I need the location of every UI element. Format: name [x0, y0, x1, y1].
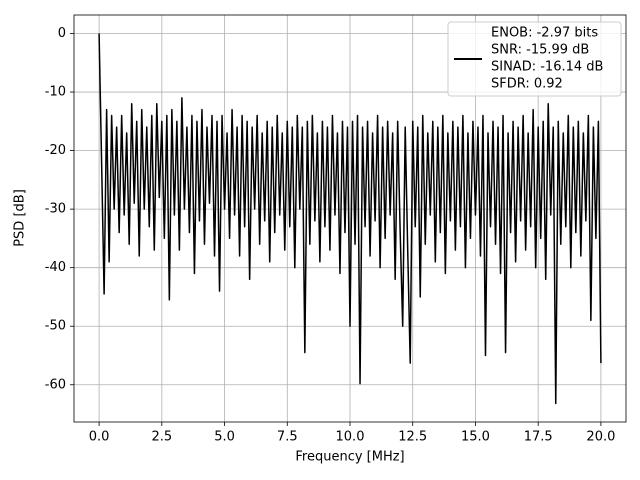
x-tick-label: 12.5: [398, 430, 427, 445]
y-tick-label: -30: [45, 202, 66, 217]
y-tick-label: -40: [45, 260, 66, 275]
x-tick-label: 5.0: [214, 430, 235, 445]
x-tick-label: 0.0: [89, 430, 110, 445]
y-tick-label: -10: [45, 85, 66, 100]
legend-label: ENOB: -2.97 bits: [491, 26, 598, 41]
legend-box: [447, 21, 622, 97]
y-tick-label: -20: [45, 143, 66, 158]
x-tick-label: 7.5: [277, 430, 298, 445]
x-tick-label: 20.0: [586, 430, 615, 445]
y-tick-label: -50: [45, 319, 66, 334]
legend: ENOB: -2.97 bits SNR: -15.99 dB SINAD: -16…: [447, 21, 622, 97]
x-tick-label: 17.5: [524, 430, 553, 445]
y-tick-label: 0: [58, 26, 66, 41]
y-axis-label: PSD [dB]: [13, 189, 28, 247]
x-tick-label: 15.0: [461, 430, 490, 445]
x-tick-label: 10.0: [336, 430, 365, 445]
x-axis-label: Frequency [MHz]: [295, 450, 404, 465]
psd-line: [98, 33, 602, 405]
axes-frame: [73, 14, 627, 423]
y-tick-label: -60: [45, 377, 66, 392]
legend-label: SFDR: 0.92: [491, 77, 563, 92]
legend-label: SINAD: -16.14 dB: [491, 60, 603, 75]
legend-label: SNR: -15.99 dB: [491, 43, 589, 58]
x-tick-label: 2.5: [151, 430, 172, 445]
